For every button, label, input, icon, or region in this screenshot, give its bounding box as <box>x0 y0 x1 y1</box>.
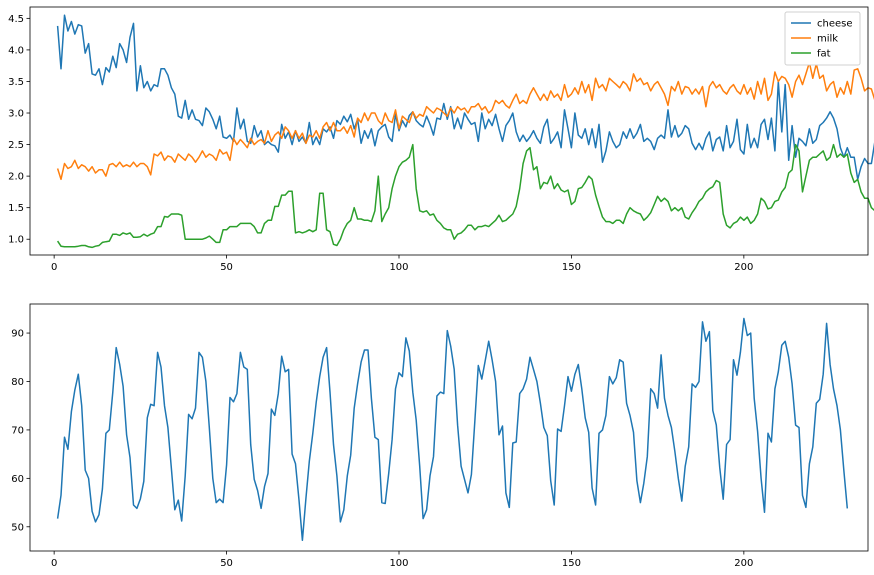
legend-label-fat: fat <box>817 49 831 60</box>
top-x-tick-label: 0 <box>51 262 57 273</box>
legend-label-milk: milk <box>817 34 838 45</box>
bottom-y-tick-label: 80 <box>11 377 24 388</box>
top-x-tick-label: 200 <box>734 262 753 273</box>
top-y-tick-label: 1.5 <box>8 203 24 214</box>
top-legend-frame <box>784 11 861 66</box>
legend-label-cheese: cheese <box>817 19 853 30</box>
top-chart: 0 50 100 150 200 1.0 1.5 2.0 2.5 3.0 3.5 4.0 4.5 chee… <box>8 6 874 273</box>
top-x-tick-label: 50 <box>220 262 233 273</box>
top-plot-frame <box>29 6 869 256</box>
top-y-tick-label: 2.0 <box>8 172 24 183</box>
bottom-y-tick-label: 50 <box>11 522 24 533</box>
series-line-bottom-0 <box>56 317 849 542</box>
series-line-cheese <box>56 14 874 181</box>
top-x-tick-label: 150 <box>562 262 581 273</box>
bottom-plot-frame <box>29 303 869 552</box>
top-y-tick-label: 2.5 <box>8 140 24 151</box>
bottom-x-tick-label: 100 <box>389 558 408 569</box>
series-line-milk <box>56 61 874 181</box>
top-y-tick-label: 3.5 <box>8 77 24 88</box>
top-y-tick-label: 4.5 <box>8 14 24 25</box>
bottom-x-tick-label: 150 <box>562 558 581 569</box>
top-y-tick-label: 1.0 <box>8 235 24 246</box>
bottom-y-tick-label: 90 <box>11 329 24 340</box>
bottom-x-tick-label: 0 <box>51 558 57 569</box>
top-legend: cheese milk fat <box>784 11 861 66</box>
bottom-x-tick-label: 50 <box>220 558 233 569</box>
bottom-x-tick-label: 200 <box>734 558 753 569</box>
top-y-tick-label: 3.0 <box>8 109 24 120</box>
top-x-tick-label: 100 <box>389 262 408 273</box>
bottom-y-tick-label: 70 <box>11 425 24 436</box>
top-y-tick-label: 4.0 <box>8 45 24 56</box>
series-line-fat <box>56 143 874 249</box>
bottom-y-tick-label: 60 <box>11 474 24 485</box>
bottom-chart: 0 50 100 150 200 50 60 70 80 90 <box>11 303 869 569</box>
